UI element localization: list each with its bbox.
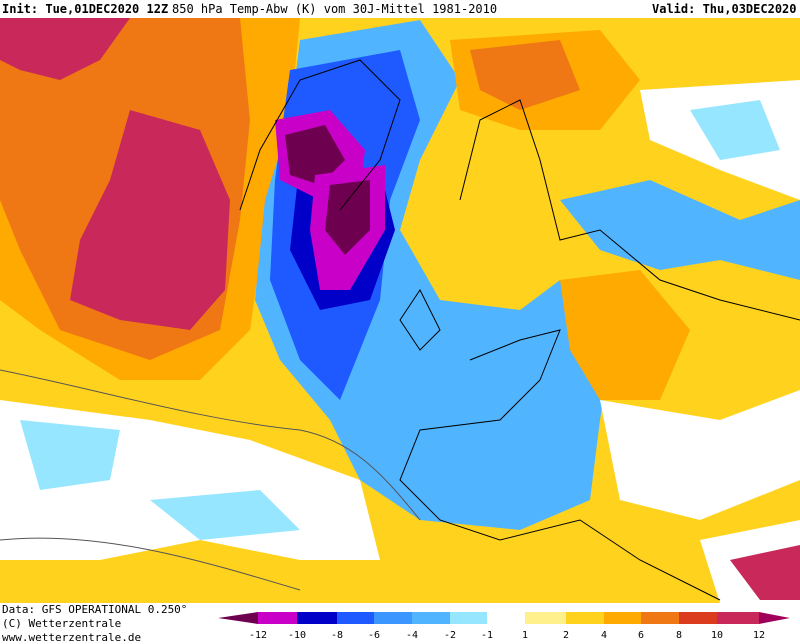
colorbar-label: 1 (522, 630, 528, 641)
colorbar-label: 4 (601, 630, 607, 641)
data-source: Data: GFS OPERATIONAL 0.250° (2, 603, 188, 616)
website: www.wetterzentrale.de (2, 631, 142, 644)
colorbar-segment (374, 612, 412, 624)
colorbar-segment (450, 612, 487, 624)
anomaly-area (20, 420, 120, 490)
anomaly-area (600, 390, 800, 520)
colorbar-label: -6 (368, 630, 380, 641)
colorbar-label: 10 (711, 630, 723, 641)
zero-contour (0, 369, 421, 591)
colorbar-segment (566, 612, 604, 624)
colorbar: -12 -10 -8 -6 -4 -2 -1 1 2 4 6 8 10 12 (218, 612, 790, 641)
anomaly-area (0, 18, 130, 80)
anomaly-area (285, 125, 345, 185)
colorbar-segment (487, 612, 525, 624)
colorbar-label: 6 (638, 630, 644, 641)
anomaly-area (730, 545, 800, 600)
colorbar-segment (258, 612, 297, 624)
colorbar-label: 2 (563, 630, 569, 641)
colorbar-label: -4 (406, 630, 418, 641)
colorbar-label: -8 (331, 630, 343, 641)
colorbar-segment (218, 612, 258, 624)
colorbar-segment (337, 612, 374, 624)
colorbar-segment (679, 612, 717, 624)
colorbar-label: 12 (753, 630, 765, 641)
anomaly-area (325, 180, 370, 255)
colorbar-label: -10 (288, 630, 306, 641)
colorbar-segment (604, 612, 641, 624)
anomaly-area (560, 180, 800, 280)
valid-time: Valid: Thu,03DEC2020 12Z (652, 2, 800, 16)
map (0, 18, 800, 603)
coastline (239, 59, 800, 601)
anomaly-area (470, 40, 580, 110)
colorbar-segment (759, 612, 790, 624)
init-time: Init: Tue,01DEC2020 12Z (2, 2, 169, 16)
colorbar-segment (297, 612, 337, 624)
copyright: (C) Wetterzentrale (2, 617, 122, 630)
map-title: 850 hPa Temp-Abw (K) vom 30J-Mittel 1981… (172, 2, 498, 16)
anomaly-area (560, 270, 690, 400)
colorbar-label: -12 (249, 630, 267, 641)
anomaly-area (690, 100, 780, 160)
anomaly-area (150, 490, 300, 540)
colorbar-segment (412, 612, 450, 624)
colorbar-label: -1 (481, 630, 493, 641)
colorbar-segment (525, 612, 566, 624)
colorbar-segment (641, 612, 679, 624)
colorbar-segment (717, 612, 759, 624)
anomaly-area (70, 110, 230, 330)
colorbar-label: -2 (444, 630, 456, 641)
colorbar-label: 8 (676, 630, 682, 641)
